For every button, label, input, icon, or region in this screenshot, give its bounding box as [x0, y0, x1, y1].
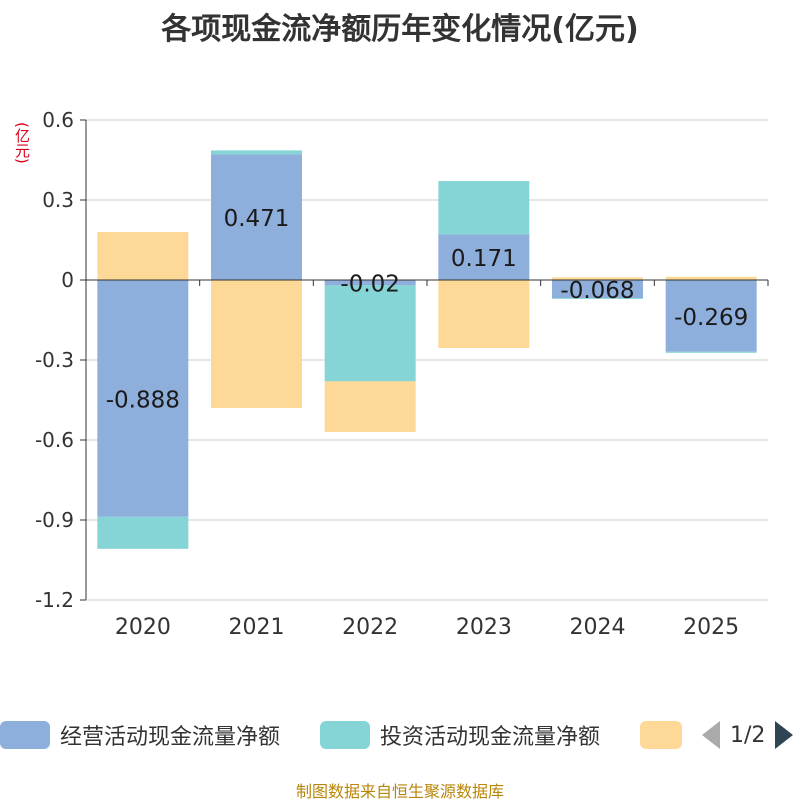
y-tick-label: -0.3: [35, 348, 74, 372]
data-label: 0.171: [451, 246, 517, 272]
bar-segment: [211, 150, 302, 155]
bar-segment: [97, 516, 189, 549]
bar-segment: [665, 280, 757, 352]
bar-chart: 0.6 0.3 0 -0.3 -0.6 -0.9 -1.2 2020 2021 2022 2023 2…: [35, 108, 769, 640]
y-tick-label: 0.3: [42, 188, 74, 212]
legend-swatch-operating: [0, 721, 50, 749]
bar-segment: [324, 381, 416, 432]
y-axis-unit-label: (亿元): [13, 122, 31, 164]
data-label: -0.02: [340, 272, 400, 298]
legend-swatch-investing: [320, 721, 370, 749]
legend-prev-page-icon[interactable]: [702, 721, 720, 749]
legend-item-investing[interactable]: 投资活动现金流量净额: [320, 720, 600, 750]
legend-item-operating[interactable]: 经营活动现金流量净额: [0, 720, 280, 750]
y-tick-label: 0: [61, 268, 74, 292]
bar-segment: [438, 234, 530, 280]
bar-segment: [324, 285, 416, 382]
x-tick-label: 2021: [229, 615, 285, 640]
chart-title: 各项现金流净额历年变化情况(亿元): [161, 12, 639, 47]
bar-segment: [552, 298, 643, 299]
data-label: -0.888: [106, 387, 180, 413]
x-tick-label: 2025: [683, 615, 739, 640]
bar-segment: [438, 181, 530, 235]
bar-segment: [552, 280, 643, 299]
legend-swatch-financing: [640, 721, 682, 749]
bar-segment: [211, 154, 302, 280]
bar-segment: [97, 280, 189, 517]
y-tick-label: 0.6: [42, 108, 74, 132]
legend: 经营活动现金流量净额 投资活动现金流量净额 1/2: [0, 712, 800, 756]
x-tick-label: 2023: [456, 615, 512, 640]
data-source-note: 制图数据来自恒生聚源数据库: [295, 782, 504, 801]
bar-segment: [665, 276, 757, 280]
bar-segment: [97, 232, 189, 280]
data-label: -0.068: [560, 278, 634, 304]
x-tick-label: 2022: [342, 615, 398, 640]
bar-segment: [665, 351, 757, 353]
legend-label-operating: 经营活动现金流量净额: [60, 725, 281, 750]
bar-segment: [324, 280, 416, 286]
x-tick-label: 2020: [115, 615, 171, 640]
legend-next-page-icon[interactable]: [775, 721, 794, 749]
data-label: 0.471: [224, 206, 290, 232]
legend-page-indicator: 1/2: [730, 722, 766, 748]
data-label: -0.269: [674, 305, 748, 331]
y-tick-label: -0.6: [35, 428, 74, 452]
bar-segment: [211, 280, 302, 408]
legend-label-investing: 投资活动现金流量净额: [380, 725, 601, 750]
bar-segment: [438, 280, 530, 348]
y-tick-label: -0.9: [35, 508, 74, 532]
x-tick-label: 2024: [570, 615, 626, 640]
legend-item-financing[interactable]: [640, 720, 692, 750]
y-tick-label: -1.2: [35, 588, 74, 612]
bar-segment: [552, 277, 643, 280]
legend-pager: 1/2: [702, 720, 794, 750]
